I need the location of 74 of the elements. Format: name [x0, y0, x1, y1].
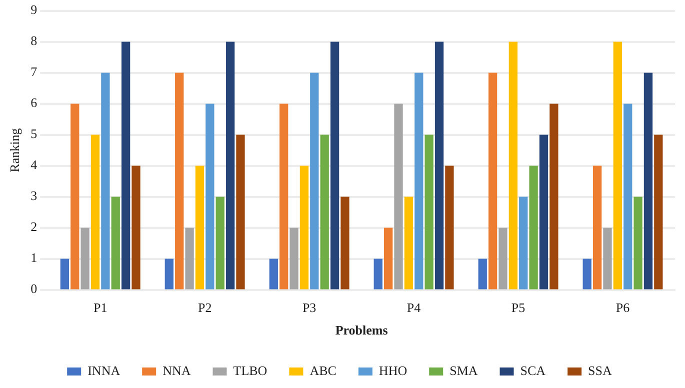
y-tick-label: 7 — [30, 64, 38, 80]
bar — [394, 104, 403, 290]
bar — [424, 134, 434, 290]
bar — [216, 196, 224, 290]
bar — [269, 258, 278, 290]
bar — [508, 42, 518, 290]
legend-label: ABC — [310, 362, 336, 378]
bar — [644, 72, 653, 290]
y-tick-label: 3 — [30, 188, 38, 204]
bar — [290, 228, 298, 290]
bar — [550, 104, 558, 290]
bar — [132, 166, 140, 290]
y-axis-title: Ranking — [7, 128, 22, 172]
bar — [404, 196, 414, 290]
bar — [384, 228, 393, 290]
legend-label: HHO — [378, 362, 408, 378]
bar — [434, 42, 444, 290]
bar — [613, 42, 622, 290]
bar — [592, 166, 602, 290]
legend-label: INNA — [88, 362, 121, 378]
bar — [529, 166, 538, 290]
bar — [539, 134, 548, 290]
bar — [111, 196, 120, 290]
bar — [236, 134, 245, 290]
bar — [488, 72, 498, 290]
x-tick-label: P4 — [406, 300, 422, 316]
bar — [320, 134, 329, 290]
bar — [101, 72, 110, 290]
bar — [478, 258, 487, 290]
bar — [340, 196, 350, 290]
bar — [374, 258, 382, 290]
bar — [634, 196, 642, 290]
bar — [195, 166, 204, 290]
legend-label: TLBO — [233, 362, 268, 378]
bar — [164, 258, 174, 290]
y-tick-label: 2 — [30, 219, 38, 234]
bar — [300, 166, 309, 290]
bar — [498, 228, 508, 290]
y-tick-label: 0 — [30, 281, 38, 296]
x-tick-label: P1 — [93, 300, 108, 316]
bar — [654, 134, 663, 290]
bar — [206, 104, 214, 290]
legend-label: SCA — [520, 362, 546, 378]
y-tick-label: 1 — [30, 250, 38, 266]
bar — [80, 228, 90, 290]
x-tick-label: P5 — [511, 300, 526, 316]
x-tick-label: P2 — [198, 300, 212, 316]
y-tick-label: 4 — [30, 157, 38, 172]
bar — [330, 42, 340, 290]
bar — [603, 228, 612, 290]
bar — [519, 196, 528, 290]
bar — [185, 228, 194, 290]
bar — [582, 258, 592, 290]
bar — [60, 258, 70, 290]
y-tick-label: 5 — [30, 126, 38, 142]
legend-label: SMA — [450, 362, 478, 378]
bar — [414, 72, 424, 290]
bar — [226, 42, 235, 290]
legend-label: NNA — [162, 362, 192, 378]
x-tick-label: P6 — [616, 300, 630, 316]
bar — [280, 104, 288, 290]
bar — [624, 104, 632, 290]
y-tick-label: 6 — [30, 95, 38, 110]
x-axis-title: Problems — [335, 322, 388, 338]
bar — [310, 72, 319, 290]
bar — [445, 166, 454, 290]
bar — [121, 42, 130, 290]
bar — [70, 104, 80, 290]
x-tick-label: P3 — [302, 300, 316, 316]
y-tick-label: 9 — [30, 2, 38, 18]
bar — [175, 72, 184, 290]
y-tick-label: 8 — [30, 33, 38, 48]
bar — [90, 134, 100, 290]
legend-label: SSA — [588, 362, 613, 378]
